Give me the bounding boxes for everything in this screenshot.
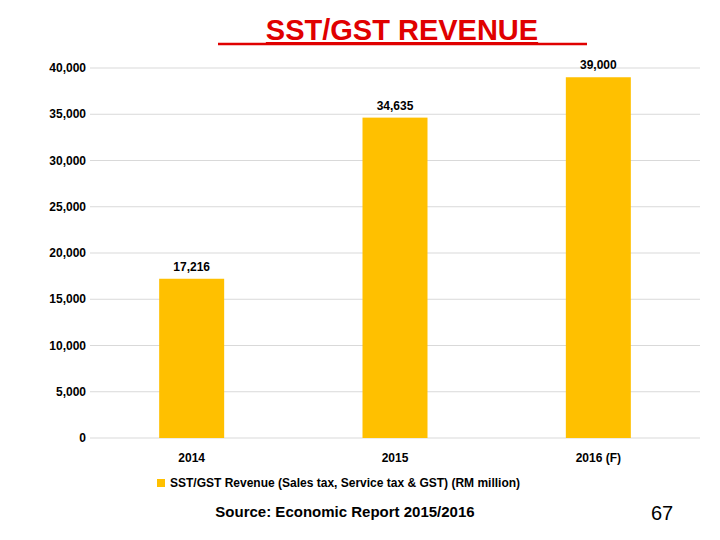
data-label: 17,216 <box>173 260 210 274</box>
y-tick-label: 15,000 <box>49 292 86 306</box>
bar <box>363 118 428 438</box>
data-label: 39,000 <box>580 58 617 72</box>
y-tick-label: 20,000 <box>49 246 86 260</box>
bar <box>566 77 631 438</box>
x-tick-label: 2014 <box>178 451 205 465</box>
source: Source: Economic Report 2015/2016 <box>215 503 474 520</box>
y-tick-label: 40,000 <box>49 61 86 75</box>
title-underline <box>218 43 587 46</box>
y-tick-label: 0 <box>79 431 86 445</box>
data-label: 34,635 <box>377 99 414 113</box>
legend-label: SST/GST Revenue (Sales tax, Service tax … <box>170 476 520 490</box>
y-tick-label: 10,000 <box>49 339 86 353</box>
page-number: 67 <box>651 502 673 524</box>
x-tick-label: 2015 <box>382 451 409 465</box>
x-tick-label: 2016 (F) <box>576 451 621 465</box>
bar <box>159 279 224 438</box>
y-tick-label: 5,000 <box>56 385 86 399</box>
title: SST/GST REVENUE <box>266 14 538 46</box>
chart-svg: SST/GST REVENUE 0 5,000 10,000 15,000 20,000 2… <box>0 0 720 540</box>
y-tick-label: 30,000 <box>49 154 86 168</box>
y-tick-label: 35,000 <box>49 107 86 121</box>
chart-root: SST/GST REVENUE 0 5,000 10,000 15,000 20,000 2… <box>0 0 720 540</box>
legend-swatch <box>157 479 165 487</box>
bars <box>159 77 631 438</box>
y-tick-label: 25,000 <box>49 200 86 214</box>
